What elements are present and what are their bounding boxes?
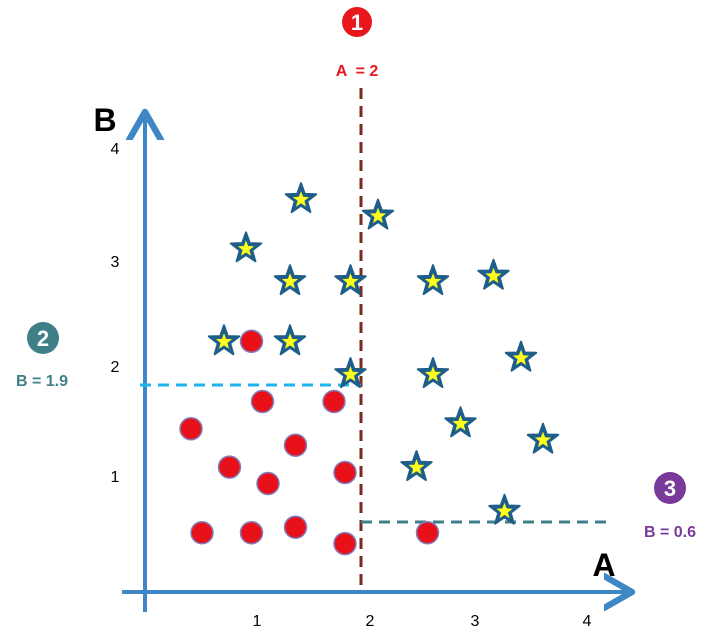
star-center-icon: [424, 366, 442, 382]
star-point-2: [361, 198, 395, 230]
y-axis-label: B: [93, 102, 116, 138]
x-tick-3: 3: [471, 613, 480, 630]
star-point-3: [229, 231, 263, 263]
y-tick-3: 3: [111, 254, 120, 271]
star-point-6: [416, 264, 450, 296]
split-1-annotation: 1 A = 2: [336, 7, 379, 80]
circle-point-10: [179, 417, 203, 441]
star-point-8: [207, 324, 241, 356]
circle-point-4: [333, 531, 357, 556]
x-tick-2: 2: [366, 613, 375, 630]
star-point-4: [273, 264, 307, 296]
circle-point-7: [217, 455, 242, 479]
star-center-icon: [281, 333, 299, 349]
star-point-9: [273, 324, 307, 356]
star-center-icon: [408, 459, 425, 475]
circle-point-3: [283, 515, 308, 539]
split-1-badge-number: 1: [351, 10, 363, 35]
star-center-icon: [237, 240, 255, 256]
y-tick-labels: 1 2 3 4: [111, 141, 120, 486]
x-tick-1: 1: [253, 613, 262, 630]
y-tick-2: 2: [111, 359, 120, 376]
circle-point-5: [415, 520, 440, 545]
star-point-11: [416, 357, 450, 389]
circle-point-6: [256, 471, 280, 496]
split-3-badge-number: 3: [664, 476, 676, 501]
split-2-badge-number: 2: [37, 326, 49, 351]
star-center-icon: [424, 273, 442, 289]
star-center-icon: [534, 431, 552, 448]
circle-point-13: [239, 329, 264, 354]
split-3-label: B = 0.6: [644, 524, 696, 541]
star-point-10: [334, 357, 367, 389]
star-point-15: [400, 450, 433, 481]
split-2-label: B = 1.9: [16, 373, 68, 390]
circle-point-11: [250, 389, 275, 414]
star-point-7: [477, 258, 510, 290]
star-point-1: [284, 182, 318, 214]
circle-point-8: [283, 433, 308, 457]
star-center-icon: [215, 333, 233, 349]
split-1-badge-icon: [342, 7, 372, 37]
circle-point-1: [190, 520, 214, 545]
y-tick-1: 1: [111, 469, 120, 486]
x-tick-labels: 1 2 3 4: [253, 613, 592, 630]
star-center-icon: [512, 349, 530, 366]
star-center-icon: [342, 366, 359, 382]
split-1-label: A = 2: [336, 63, 379, 80]
star-center-icon: [281, 273, 299, 289]
circle-point-9: [333, 460, 357, 485]
star-center-icon: [496, 502, 513, 519]
star-center-icon: [485, 267, 502, 284]
star-point-13: [444, 406, 477, 438]
star-center-icon: [369, 207, 387, 223]
star-center-icon: [452, 415, 469, 431]
data-points: [179, 182, 560, 556]
y-tick-4: 4: [111, 141, 120, 158]
star-center-icon: [292, 191, 310, 207]
star-point-5: [334, 264, 367, 296]
x-tick-4: 4: [583, 613, 592, 630]
star-point-14: [526, 422, 560, 454]
split-3-badge-icon: [654, 472, 686, 504]
split-2-annotation: 2 B = 1.9: [16, 322, 68, 390]
star-center-icon: [342, 273, 359, 289]
star-point-12: [504, 340, 538, 372]
star-point-16: [488, 493, 521, 525]
circle-point-12: [322, 389, 346, 414]
split-3-annotation: 3 B = 0.6: [644, 472, 696, 541]
split-2-badge-icon: [27, 322, 59, 354]
x-axis-label: A: [592, 547, 615, 583]
circle-point-2: [239, 520, 264, 545]
